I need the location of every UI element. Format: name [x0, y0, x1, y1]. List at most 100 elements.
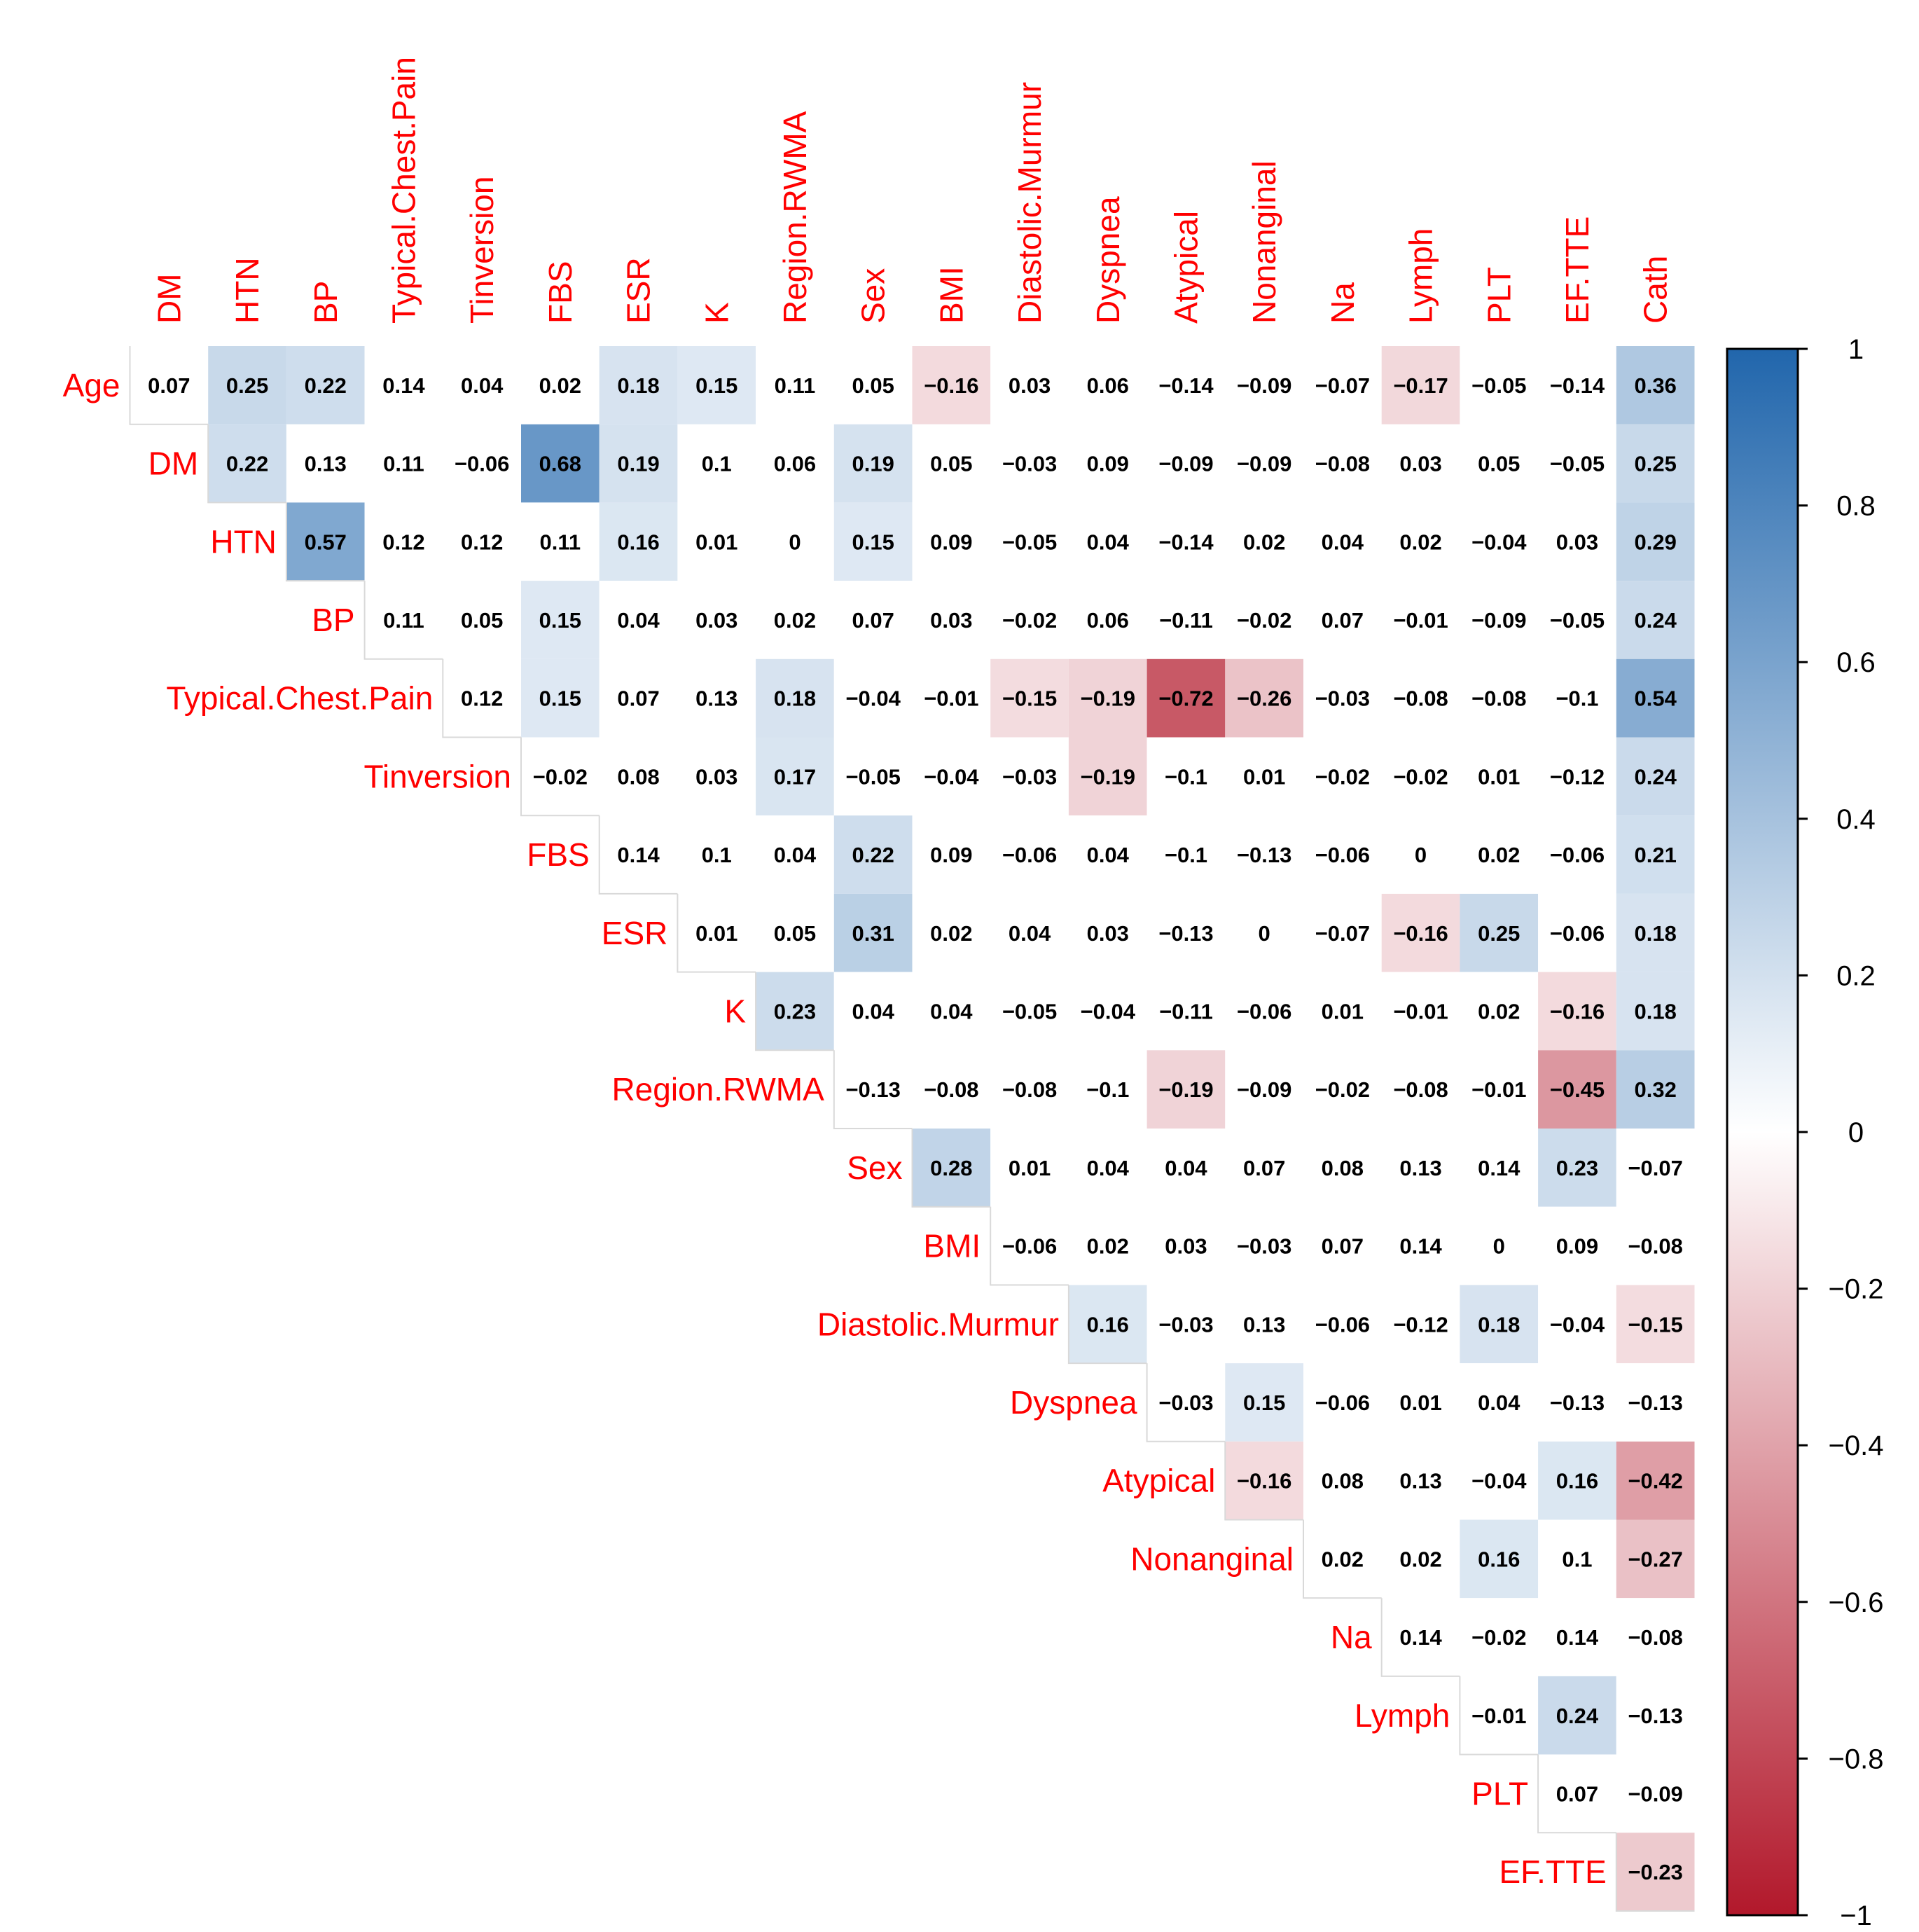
- cell-value: 0.03: [1556, 530, 1598, 554]
- cell-value: 0.07: [617, 686, 659, 711]
- heatmap-cell: [1538, 737, 1616, 816]
- column-label: Cath: [1637, 256, 1674, 324]
- column-label: BMI: [933, 266, 969, 324]
- heatmap-cell: [833, 658, 913, 738]
- cell-value: 0.54: [1634, 686, 1677, 711]
- heatmap-cell: [1381, 1519, 1460, 1599]
- cell-value: 0.05: [930, 452, 972, 476]
- cell-value: 0.23: [774, 999, 816, 1023]
- heatmap-cell: [912, 502, 991, 581]
- heatmap-cell: [677, 737, 756, 816]
- heatmap-cell: [990, 1050, 1069, 1129]
- cell-value: −0.02: [1002, 608, 1057, 633]
- heatmap-cell: [1538, 893, 1616, 972]
- cell-value: 0.23: [1556, 1156, 1598, 1180]
- heatmap-cell: [1460, 502, 1539, 581]
- column-label: K: [698, 302, 735, 324]
- cell-value: −0.05: [1550, 608, 1605, 633]
- heatmap-cell: [1616, 1754, 1695, 1833]
- heatmap-cell: [1381, 502, 1460, 581]
- heatmap-cell: [912, 346, 991, 425]
- cell-value: 0.07: [148, 373, 190, 398]
- triangle-edge: [1380, 1598, 1460, 1677]
- heatmap-cell: [1616, 1519, 1695, 1599]
- cell-value: −0.06: [1002, 1234, 1057, 1259]
- cell-value: −0.1: [1165, 843, 1207, 867]
- heatmap-cell: [1146, 502, 1226, 581]
- triangle-edge: [1615, 1833, 1695, 1912]
- cell-value: 0.05: [774, 921, 816, 946]
- colorbar-tick-label: 1: [1848, 334, 1864, 365]
- heatmap-cell: [521, 424, 600, 503]
- heatmap-cell: [833, 502, 913, 581]
- column-labels: DM HTN BP Typical.Chest.Pain Tinversion FBS ES…: [151, 57, 1673, 324]
- cell-value: 0.01: [1399, 1391, 1441, 1415]
- heatmap-cell: [1068, 1050, 1147, 1129]
- column-label: ESR: [621, 257, 657, 324]
- row-label: K: [724, 993, 746, 1029]
- cell-value: 0.08: [1322, 1156, 1364, 1180]
- cell-value: 0.07: [1322, 608, 1364, 633]
- heatmap-cell: [912, 815, 991, 894]
- cell-value: 0.14: [617, 843, 660, 867]
- heatmap-cell: [1381, 737, 1460, 816]
- cell-value: 0.22: [305, 373, 347, 398]
- cell-value: −0.05: [1550, 452, 1605, 476]
- cell-value: 0.12: [461, 686, 503, 711]
- cell-value: 0.01: [1478, 764, 1520, 789]
- heatmap-cell: [599, 581, 678, 659]
- heatmap-cell: [599, 424, 678, 503]
- cell-value: −0.1: [1556, 686, 1598, 711]
- cell-value: −0.45: [1550, 1077, 1605, 1102]
- heatmap-cell: [756, 658, 834, 738]
- cell-value: 0.02: [1399, 530, 1441, 554]
- heatmap-cell: [1225, 1441, 1303, 1520]
- cell-value: −0.14: [1158, 373, 1214, 398]
- colorbar-tick-label: 0.2: [1836, 960, 1876, 991]
- cell-value: 0.18: [774, 686, 816, 711]
- row-label: Sex: [847, 1150, 902, 1186]
- heatmap-cell: [1225, 1129, 1303, 1207]
- cell-value: 0.01: [695, 921, 737, 946]
- cell-value: 0.14: [1556, 1625, 1599, 1650]
- row-label: Dyspnea: [1010, 1384, 1137, 1421]
- colorbar-tick-label: −0.6: [1829, 1587, 1884, 1618]
- heatmap-cell: [1146, 346, 1226, 425]
- cell-value: −0.08: [1315, 452, 1370, 476]
- row-label: Tinversion: [364, 758, 511, 794]
- cell-value: 0.24: [1634, 764, 1677, 789]
- heatmap-cell: [1538, 502, 1616, 581]
- cell-value: 0.11: [540, 530, 581, 554]
- cell-value: 0.02: [930, 921, 972, 946]
- heatmap-cell: [1068, 346, 1147, 425]
- heatmap-cell: [1538, 1129, 1616, 1207]
- cell-value: −0.06: [1315, 843, 1370, 867]
- cell-value: −0.19: [1158, 1077, 1213, 1102]
- heatmap-cell: [1146, 1363, 1226, 1442]
- cell-value: −0.04: [1081, 999, 1136, 1023]
- cell-value: −0.03: [1315, 686, 1370, 711]
- cell-value: 0.05: [1478, 452, 1520, 476]
- cell-value: −0.08: [924, 1077, 978, 1102]
- cell-value: −0.15: [1002, 686, 1057, 711]
- heatmap-cell: [1146, 1206, 1226, 1285]
- heatmap-cell: [1146, 972, 1226, 1051]
- heatmap-cell: [1381, 1050, 1460, 1129]
- heatmap-cell: [912, 893, 991, 972]
- cell-value: −0.23: [1628, 1860, 1682, 1884]
- heatmap-cell: [912, 658, 991, 738]
- cell-value: 0.03: [695, 764, 737, 789]
- column-label: HTN: [229, 257, 265, 324]
- heatmap-cell: [1068, 972, 1147, 1051]
- heatmap-cell: [1303, 1206, 1382, 1285]
- row-label: PLT: [1471, 1775, 1528, 1812]
- triangle-edge: [1067, 1285, 1147, 1365]
- heatmap-cell: [1225, 737, 1303, 816]
- cell-value: −0.04: [1550, 1312, 1605, 1337]
- heatmap-cell: [1616, 1363, 1695, 1442]
- heatmap-cell: [1538, 1598, 1616, 1676]
- heatmap-cell: [364, 424, 443, 503]
- heatmap-cell: [1303, 424, 1382, 503]
- cell-value: 0.14: [382, 373, 425, 398]
- cell-value: 0.18: [1478, 1312, 1520, 1337]
